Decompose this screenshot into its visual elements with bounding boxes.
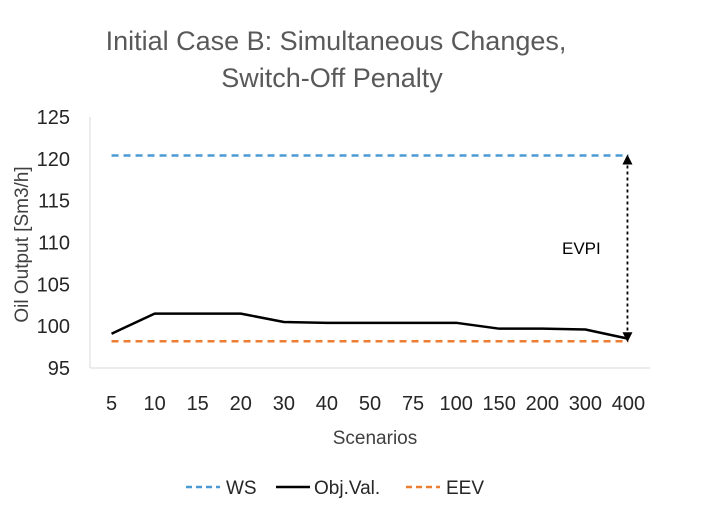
legend: WS Obj.Val. EEV: [186, 478, 484, 499]
x-tick-label: 75: [402, 393, 424, 415]
y-tick-label: 105: [37, 274, 70, 296]
x-tick-label: 300: [569, 393, 602, 415]
y-tick-label: 95: [48, 358, 70, 380]
y-axis-label: Oil Output [Sm3/h]: [12, 166, 33, 322]
y-tick-label: 110: [38, 233, 70, 255]
series-line-obj-val: [111, 312, 629, 340]
y-tick-label: 100: [37, 316, 70, 338]
legend-label-obj-val: Obj.Val.: [314, 478, 380, 499]
y-tick-label: 125: [37, 107, 70, 129]
chart-title-line-1: Initial Case B: Simultaneous Changes,: [106, 26, 567, 56]
chart-title: Initial Case B: Simultaneous Changes, Swi…: [106, 26, 567, 93]
x-tick-label: 100: [439, 393, 472, 415]
x-tick-label: 200: [526, 393, 559, 415]
x-tick-label: 40: [316, 393, 338, 415]
x-tick-label: 400: [612, 393, 645, 415]
legend-label-ws: WS: [226, 478, 257, 499]
x-tick-label: 150: [483, 393, 516, 415]
y-tick-label: 115: [38, 191, 70, 213]
x-tick-label: 20: [230, 393, 252, 415]
x-tick-label: 30: [273, 393, 295, 415]
x-tick-label: 10: [143, 393, 165, 415]
plot-area: [111, 154, 629, 343]
x-axis-label: Scenarios: [333, 428, 418, 449]
chart-title-line-2: Switch-Off Penalty: [221, 63, 443, 93]
x-tick-label: 50: [359, 393, 381, 415]
annotations: EVPI: [562, 154, 633, 343]
evpi-label: EVPI: [562, 239, 601, 258]
y-tick-label: 120: [37, 149, 70, 171]
chart-axes: 95 100 105 110 115 120 125 5 10 15 20 30 40 50 75 100 15…: [12, 107, 650, 449]
x-tick-label: 5: [106, 393, 117, 415]
legend-label-eev: EEV: [446, 478, 484, 499]
x-tick-label: 15: [187, 393, 209, 415]
